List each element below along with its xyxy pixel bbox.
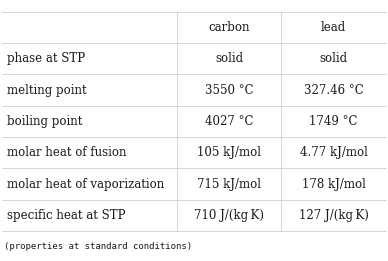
- Text: specific heat at STP: specific heat at STP: [7, 209, 125, 222]
- Text: 710 J/(kg K): 710 J/(kg K): [194, 209, 264, 222]
- Text: molar heat of fusion: molar heat of fusion: [7, 146, 126, 159]
- Text: solid: solid: [320, 52, 348, 65]
- Text: 178 kJ/mol: 178 kJ/mol: [302, 177, 365, 191]
- Text: (properties at standard conditions): (properties at standard conditions): [4, 242, 192, 251]
- Text: 715 kJ/mol: 715 kJ/mol: [197, 177, 261, 191]
- Text: carbon: carbon: [208, 21, 250, 34]
- Text: lead: lead: [321, 21, 346, 34]
- Text: phase at STP: phase at STP: [7, 52, 85, 65]
- Text: 3550 °C: 3550 °C: [204, 84, 253, 97]
- Text: 4.77 kJ/mol: 4.77 kJ/mol: [300, 146, 367, 159]
- Text: 1749 °C: 1749 °C: [309, 115, 358, 128]
- Text: 105 kJ/mol: 105 kJ/mol: [197, 146, 261, 159]
- Text: 127 J/(kg K): 127 J/(kg K): [299, 209, 369, 222]
- Text: melting point: melting point: [7, 84, 86, 97]
- Text: 4027 °C: 4027 °C: [205, 115, 253, 128]
- Text: 327.46 °C: 327.46 °C: [304, 84, 364, 97]
- Text: molar heat of vaporization: molar heat of vaporization: [7, 177, 164, 191]
- Text: solid: solid: [215, 52, 243, 65]
- Text: boiling point: boiling point: [7, 115, 82, 128]
